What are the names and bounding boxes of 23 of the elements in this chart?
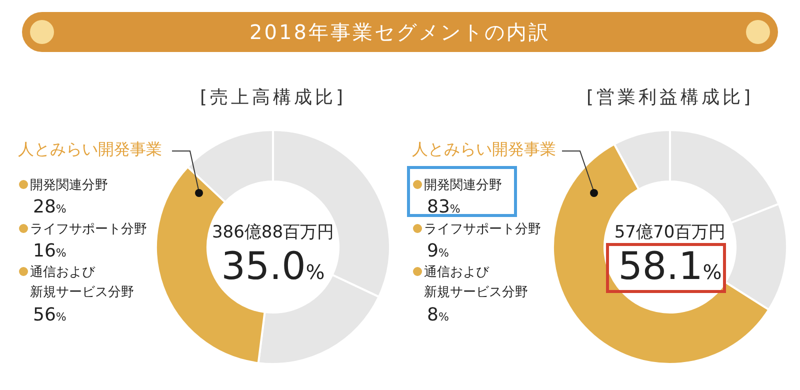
text: 386億88百万円 <box>212 222 334 244</box>
text: 開発関連分野 <box>424 177 502 194</box>
text: 57億70百万円 <box>614 222 726 244</box>
text: 9% <box>427 240 449 262</box>
text: ライフサポート分野 <box>424 221 541 238</box>
text: 83% <box>427 196 460 218</box>
text: 28% <box>33 196 66 218</box>
text: 開発関連分野 <box>30 177 108 194</box>
text: ライフサポート分野 <box>30 221 147 238</box>
text: 通信および <box>30 264 95 281</box>
chart-title: 2018年事業セグメントの内訳 <box>248 19 552 46</box>
text: 通信および <box>424 264 489 281</box>
text: 8% <box>427 304 449 326</box>
slice-label: 人とみらい開発事業 <box>412 140 556 160</box>
text: 16% <box>33 240 66 262</box>
slice-label: 人とみらい開発事業 <box>18 140 162 160</box>
text: 新規サービス分野 <box>424 284 528 301</box>
data-label: 58.1% <box>618 244 722 288</box>
text: 56% <box>33 304 66 326</box>
chart-subtitle: [営業利益構成比] <box>586 86 754 109</box>
chart-subtitle: [売上高構成比] <box>200 86 346 109</box>
text: 新規サービス分野 <box>30 284 134 301</box>
data-label: 35.0% <box>221 244 325 288</box>
